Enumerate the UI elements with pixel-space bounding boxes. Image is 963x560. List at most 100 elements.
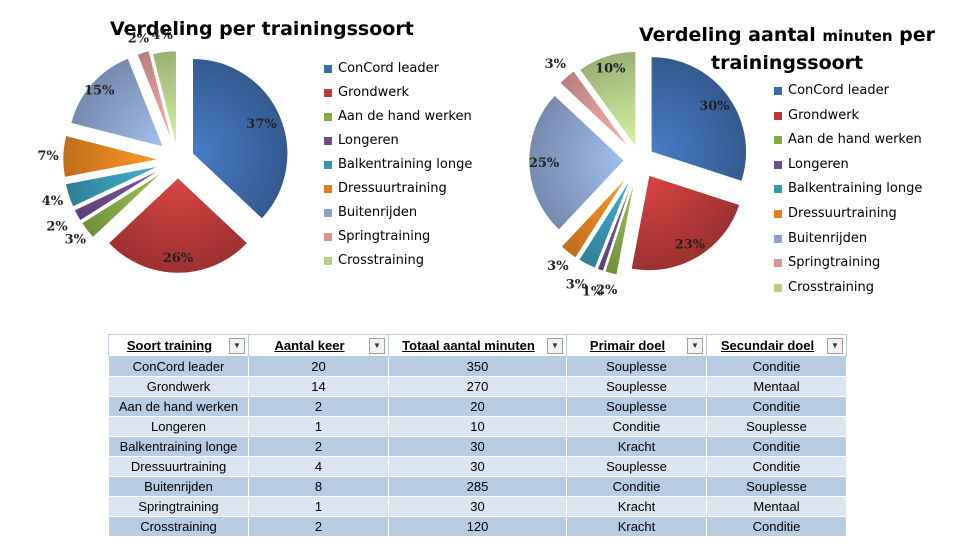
legend-label: Springtraining	[338, 229, 431, 244]
table-cell-aantal-keer[interactable]: 1	[248, 416, 389, 437]
table-row: Balkentraining longe 2 30 Kracht Conditie	[108, 436, 847, 457]
table-cell-aantal-keer[interactable]: 2	[248, 436, 389, 457]
table-cell-aantal-keer[interactable]: 8	[248, 476, 389, 497]
table-cell-soort-training[interactable]: Dressuurtraining	[108, 456, 249, 477]
table-row: Buitenrijden 8 285 Conditie Souplesse	[108, 476, 847, 497]
table-cell-primair-doel[interactable]: Kracht	[566, 496, 707, 517]
legend-swatch	[324, 137, 332, 145]
table-cell-aantal-keer[interactable]: 20	[248, 356, 389, 377]
table-cell-totaal-aantal-minuten[interactable]: 30	[388, 456, 567, 477]
table-cell-soort-training[interactable]: ConCord leader	[108, 356, 249, 377]
chart1-label-balkentraining-longe: 4%	[42, 194, 64, 209]
chart1-slice-grondwerk	[108, 177, 248, 274]
table-cell-secundair-doel[interactable]: Conditie	[706, 396, 847, 417]
table-cell-secundair-doel[interactable]: Conditie	[706, 356, 847, 377]
table-cell-primair-doel[interactable]: Souplesse	[566, 376, 707, 397]
legend-swatch	[324, 89, 332, 97]
table-cell-secundair-doel[interactable]: Souplesse	[706, 476, 847, 497]
chart1-label-longeren: 2%	[46, 219, 68, 234]
table-cell-aantal-keer[interactable]: 4	[248, 456, 389, 477]
table-cell-soort-training[interactable]: Grondwerk	[108, 376, 249, 397]
legend-swatch	[324, 185, 332, 193]
table-cell-secundair-doel[interactable]: Conditie	[706, 436, 847, 457]
chart1-slice-crosstraining	[152, 50, 177, 147]
chart1-label-crosstraining: 4%	[152, 28, 174, 43]
chart2-label-balkentraining-longe: 3%	[566, 278, 588, 293]
table-cell-soort-training[interactable]: Crosstraining	[108, 516, 249, 537]
header-secundair-doel: Secundair doel ▼	[706, 334, 847, 357]
table-cell-totaal-aantal-minuten[interactable]: 20	[388, 396, 567, 417]
table-cell-totaal-aantal-minuten[interactable]: 120	[388, 516, 567, 537]
table-row: Longeren 1 10 Conditie Souplesse	[108, 416, 847, 437]
table-cell-secundair-doel[interactable]: Mentaal	[706, 376, 847, 397]
chart1-pie: 37%26%3%2%4%7%15%2% 4%	[37, 28, 288, 274]
table-cell-secundair-doel[interactable]: Conditie	[706, 516, 847, 537]
table-row: ConCord leader 20 350 Souplesse Conditie	[108, 356, 847, 377]
legend-label: Crosstraining	[788, 279, 874, 295]
legend-label: Aan de hand werken	[788, 132, 922, 148]
chart2-title-tail: per	[892, 24, 936, 46]
filter-dropdown-button[interactable]: ▼	[827, 338, 843, 354]
legend-swatch	[774, 160, 782, 169]
chart1-label-grondwerk: 26%	[163, 251, 194, 266]
chart1-slice-balkentraining-longe	[65, 165, 160, 208]
chart2-label-longeren: 1%	[582, 285, 604, 300]
chart2-slice-longeren	[597, 180, 633, 272]
table-cell-primair-doel[interactable]: Souplesse	[566, 396, 707, 417]
table-cell-aantal-keer[interactable]: 2	[248, 516, 389, 537]
table-cell-totaal-aantal-minuten[interactable]: 285	[388, 476, 567, 497]
table-cell-primair-doel[interactable]: Souplesse	[566, 456, 707, 477]
legend-label: Dressuurtraining	[788, 206, 897, 221]
table-cell-soort-training[interactable]: Aan de hand werken	[108, 396, 249, 417]
legend-swatch	[774, 185, 782, 194]
chart2-slice-springtraining	[559, 70, 630, 149]
legend-label: ConCord leader	[788, 83, 889, 98]
legend-label: Balkentraining longe	[788, 181, 923, 197]
table-cell-secundair-doel[interactable]: Conditie	[706, 456, 847, 477]
filter-dropdown-button[interactable]: ▼	[229, 338, 245, 354]
table-cell-totaal-aantal-minuten[interactable]: 350	[388, 356, 567, 377]
legend-swatch	[324, 161, 332, 169]
table-cell-soort-training[interactable]: Longeren	[108, 416, 249, 437]
filter-dropdown-button[interactable]: ▼	[687, 338, 703, 354]
legend-swatch	[774, 259, 782, 268]
chart2-label-springtraining: 3%	[545, 57, 567, 72]
chart1-slice-aan-de-hand-werken	[81, 172, 163, 238]
table-cell-totaal-aantal-minuten[interactable]: 30	[388, 436, 567, 457]
filter-dropdown-button[interactable]: ▼	[369, 338, 385, 354]
table-cell-secundair-doel[interactable]: Souplesse	[706, 416, 847, 437]
legend-label: Buitenrijden	[338, 205, 418, 220]
chart1-slice-concord-leader	[192, 58, 288, 220]
table-cell-soort-training[interactable]: Buitenrijden	[108, 476, 249, 497]
chart2-label-concord-leader: 30%	[699, 99, 730, 114]
legend-label: ConCord leader	[338, 61, 439, 76]
filter-dropdown-button[interactable]: ▼	[547, 338, 563, 354]
table-cell-soort-training[interactable]: Springtraining	[108, 496, 249, 517]
legend-swatch	[324, 65, 332, 73]
table-cell-primair-doel[interactable]: Conditie	[566, 416, 707, 437]
table-cell-aantal-keer[interactable]: 2	[248, 396, 389, 417]
table-cell-aantal-keer[interactable]: 14	[248, 376, 389, 397]
table-cell-totaal-aantal-minuten[interactable]: 270	[388, 376, 567, 397]
legend-swatch	[324, 257, 332, 265]
table-cell-primair-doel[interactable]: Souplesse	[566, 356, 707, 377]
table-row: Crosstraining 2 120 Kracht Conditie	[108, 516, 847, 537]
chart2-slice-dressuurtraining	[561, 177, 627, 259]
chart2-slice-balkentraining-longe	[578, 179, 631, 269]
table-cell-primair-doel[interactable]: Kracht	[566, 436, 707, 457]
header-primair-doel: Primair doel ▼	[566, 334, 707, 357]
table-cell-totaal-aantal-minuten[interactable]: 10	[388, 416, 567, 437]
header-label: Aantal keer	[274, 338, 345, 353]
table-cell-totaal-aantal-minuten[interactable]: 30	[388, 496, 567, 517]
table-cell-secundair-doel[interactable]: Mentaal	[706, 496, 847, 517]
legend-swatch	[774, 136, 782, 145]
table-cell-aantal-keer[interactable]: 1	[248, 496, 389, 517]
table-cell-soort-training[interactable]: Balkentraining longe	[108, 436, 249, 457]
legend-label: Grondwerk	[338, 85, 410, 100]
legend-swatch	[774, 210, 782, 218]
table-row: Grondwerk 14 270 Souplesse Mentaal	[108, 376, 847, 397]
legend-label: Longeren	[788, 156, 849, 172]
table-cell-primair-doel[interactable]: Kracht	[566, 516, 707, 537]
table-cell-primair-doel[interactable]: Conditie	[566, 476, 707, 497]
chart1-label-aan-de-hand-werken: 3%	[65, 233, 87, 248]
